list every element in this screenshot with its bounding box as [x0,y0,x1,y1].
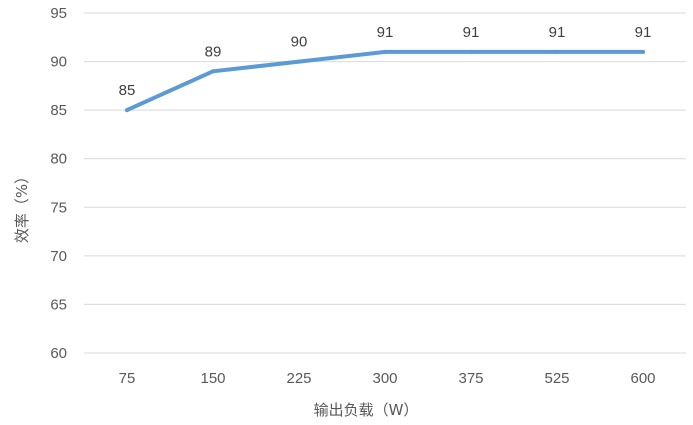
x-tick-label: 600 [630,370,655,387]
data-point [125,108,129,112]
y-tick-label: 90 [50,54,67,71]
y-tick-label: 70 [50,248,67,265]
data-point [469,50,473,54]
series-layer [125,50,645,112]
y-axis-ticks: 60 65 70 75 80 85 90 95 [50,5,67,362]
data-label: 91 [635,24,652,41]
x-tick-label: 150 [200,370,225,387]
x-tick-label: 75 [119,370,136,387]
y-axis-title: 效率（%） [13,169,31,243]
x-axis-ticks: 75 150 225 300 375 525 600 [119,370,656,387]
x-tick-label: 225 [286,370,311,387]
series-line [127,52,643,110]
data-point [211,69,215,73]
gridlines [84,13,686,353]
x-tick-label: 525 [544,370,569,387]
data-point [641,50,645,54]
x-tick-label: 300 [372,370,397,387]
y-tick-label: 95 [50,5,67,22]
data-label: 85 [119,82,136,99]
data-point [383,50,387,54]
data-label: 90 [291,34,308,51]
data-point [297,60,301,64]
data-label: 91 [377,24,394,41]
data-point [555,50,559,54]
data-label: 91 [549,24,566,41]
data-label: 91 [463,24,480,41]
y-tick-label: 80 [50,151,67,168]
y-tick-label: 60 [50,345,67,362]
data-label: 89 [205,43,222,60]
y-tick-label: 75 [50,199,67,216]
x-axis-title: 输出负载（W） [314,401,419,419]
y-tick-label: 85 [50,102,67,119]
x-tick-label: 375 [458,370,483,387]
y-tick-label: 65 [50,296,67,313]
